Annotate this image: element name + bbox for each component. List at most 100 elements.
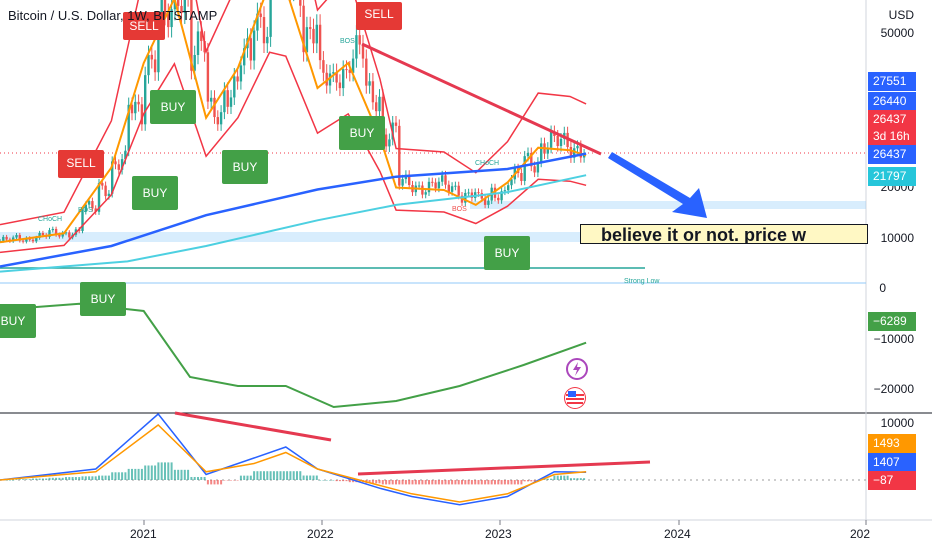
macd-histogram	[0, 462, 586, 485]
price-tick: 50000	[880, 26, 914, 40]
candle	[239, 65, 243, 82]
us-flag-icon[interactable]	[564, 387, 586, 409]
candle	[84, 204, 87, 212]
candle	[556, 136, 559, 146]
macd-bar	[84, 476, 87, 480]
macd-bar	[180, 469, 183, 480]
macd-bar	[381, 480, 384, 485]
macd-bar	[428, 480, 430, 485]
macd-bar	[418, 480, 421, 485]
candle	[21, 240, 25, 242]
candle	[520, 173, 523, 181]
macd-bar	[517, 480, 520, 485]
candle	[31, 239, 35, 242]
candle	[576, 146, 579, 149]
macd-bar	[553, 475, 556, 480]
macd-bar	[81, 476, 84, 480]
candle	[229, 97, 233, 107]
candle	[500, 191, 503, 201]
macd-bar	[332, 480, 335, 481]
candle	[64, 232, 68, 234]
macd-bar	[527, 480, 529, 482]
currency-label: USD	[888, 8, 914, 22]
macd-bar	[150, 465, 153, 480]
support-zone-2	[0, 232, 580, 242]
macd-tag: 1407	[868, 453, 916, 472]
macd-bar	[388, 480, 391, 485]
candle	[394, 122, 398, 126]
macd-bar	[246, 475, 249, 480]
bos-label: BOS	[78, 207, 93, 214]
candle	[124, 150, 127, 160]
buy-signal: BUY	[339, 116, 385, 150]
candle	[467, 192, 470, 194]
macd-bar	[441, 480, 444, 485]
candle	[259, 13, 262, 18]
candle	[256, 13, 259, 31]
macd-bar	[279, 471, 282, 480]
candle	[328, 73, 332, 86]
macd-bar	[45, 478, 48, 480]
price-tick: 0	[879, 281, 886, 295]
candle	[351, 58, 355, 73]
macd-bar	[299, 471, 302, 480]
bos-label: BOS	[452, 206, 467, 213]
candle	[559, 138, 563, 146]
buy-signal: BUY	[0, 304, 36, 338]
candle	[497, 197, 500, 201]
macd-bar	[385, 480, 388, 485]
candle	[398, 125, 401, 186]
macd-bar	[213, 480, 216, 485]
candle	[2, 236, 5, 241]
macd-bar	[569, 478, 572, 480]
macd-bar	[137, 468, 140, 480]
candle	[318, 24, 322, 61]
x-tick: 2021	[130, 527, 157, 541]
macd-bar	[22, 479, 25, 480]
macd-bar	[58, 477, 61, 480]
candle	[345, 69, 348, 71]
lightning-icon[interactable]	[566, 358, 588, 380]
macd-bar	[322, 480, 325, 481]
candle	[450, 186, 454, 192]
macd-bar	[230, 480, 232, 481]
sell-signal: SELL	[123, 12, 165, 40]
candle	[540, 143, 543, 163]
buy-signal: BUY	[484, 236, 530, 270]
macd-bar	[556, 475, 559, 480]
macd-signal-line	[0, 424, 587, 503]
candle	[269, 0, 272, 37]
candle	[262, 17, 266, 44]
candle	[378, 96, 381, 112]
candle	[437, 181, 441, 189]
macd-bar	[65, 477, 67, 480]
candle	[15, 235, 18, 238]
macd-bar	[12, 480, 15, 481]
macd-bar	[371, 480, 374, 484]
macd-bar	[431, 480, 434, 485]
macd-bar	[494, 480, 496, 485]
candle	[193, 54, 196, 71]
candle	[441, 175, 444, 182]
candle	[358, 35, 361, 45]
candle	[54, 228, 58, 235]
macd-bar	[404, 480, 407, 485]
candle	[368, 81, 371, 86]
macd-bar	[220, 480, 223, 485]
buy-signal: BUY	[132, 176, 178, 210]
macd-bar	[134, 468, 137, 480]
candle	[173, 0, 177, 10]
macd-bar	[484, 480, 487, 485]
candle	[91, 201, 94, 209]
candle	[216, 117, 219, 125]
macd-bar	[243, 475, 246, 480]
macd-bar	[461, 480, 463, 485]
candle	[388, 139, 391, 147]
macd-bar	[263, 471, 265, 480]
macd-bar	[203, 476, 206, 480]
candle	[579, 146, 582, 158]
macd-bar	[338, 480, 341, 482]
macd-bar	[576, 478, 579, 480]
macd-bar	[563, 475, 566, 480]
